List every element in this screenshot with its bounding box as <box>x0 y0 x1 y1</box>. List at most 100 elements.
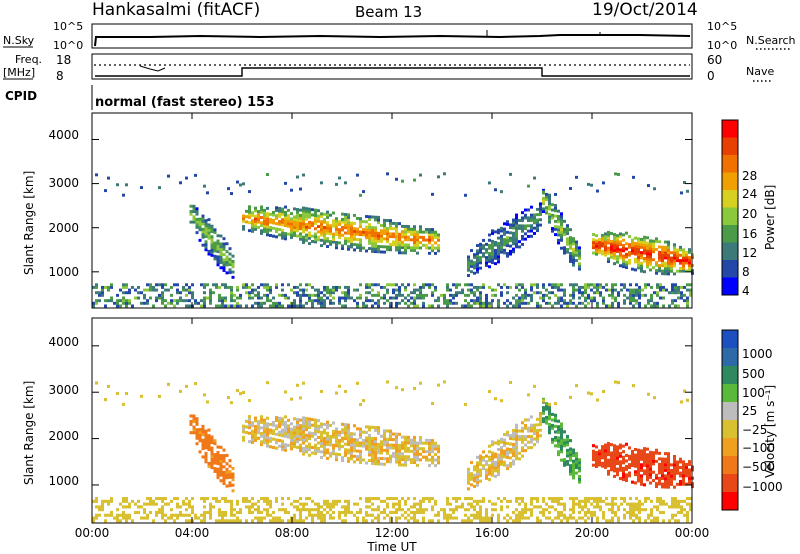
velocity-cell <box>631 455 634 459</box>
velocity-cell <box>667 474 670 478</box>
velocity-cell <box>365 444 368 448</box>
power-cell <box>362 230 365 234</box>
velocity-cell <box>446 519 449 523</box>
power-cell <box>680 293 683 297</box>
power-cell <box>195 220 199 224</box>
power-cell <box>323 212 326 216</box>
velocity-cell <box>215 497 218 501</box>
velocity-cell <box>293 417 296 421</box>
velocity-cell <box>455 508 458 512</box>
velocity-cell <box>296 429 299 433</box>
power-cell <box>473 285 476 289</box>
power-cell <box>203 301 206 305</box>
velocity-cell <box>152 499 155 503</box>
power-cell <box>248 215 251 219</box>
power-cell <box>512 221 515 225</box>
velocity-cell <box>374 456 377 460</box>
power-cell <box>578 254 581 258</box>
power-cell <box>207 236 211 240</box>
power-cell <box>527 229 530 233</box>
velocity-cell <box>611 508 614 512</box>
velocity-cell <box>389 435 392 439</box>
velocity-cell <box>209 505 212 509</box>
power-cell <box>219 247 223 251</box>
velocity-cell <box>245 499 248 503</box>
power-cell <box>658 250 661 254</box>
velocity-cell <box>203 513 206 517</box>
power-cell <box>494 288 497 292</box>
power-cell <box>222 266 226 270</box>
power-cell <box>515 245 518 249</box>
power-cell <box>500 250 503 254</box>
power-colorbar-ticks: 28 24 20 16 12 8 4 <box>742 169 757 298</box>
velocity-cell <box>679 471 682 475</box>
velocity-cell <box>437 513 440 517</box>
velocity-cell <box>401 388 404 392</box>
power-cell <box>287 224 290 228</box>
velocity-cell <box>479 510 482 515</box>
velocity-cell <box>629 516 632 520</box>
velocity-cell <box>284 508 287 512</box>
power-cell <box>344 239 347 243</box>
velocity-cell <box>359 449 362 453</box>
power-cell <box>643 241 646 245</box>
velocity-cell <box>347 440 350 444</box>
power-cell <box>572 258 575 262</box>
velocity-cell <box>219 462 223 466</box>
velocity-cell <box>347 499 350 503</box>
velocity-cell <box>616 448 619 452</box>
power-cell <box>222 247 226 251</box>
power-cell <box>317 301 320 305</box>
power-cell <box>646 257 649 261</box>
power-cell <box>380 245 383 249</box>
power-cell <box>201 243 205 247</box>
velocity-cell <box>344 510 347 515</box>
velocity-cell <box>637 459 640 463</box>
power-cell <box>491 247 494 251</box>
power-cell <box>413 291 416 295</box>
power-cell <box>257 285 260 289</box>
power-cell <box>485 304 488 308</box>
power-cell <box>299 213 302 217</box>
velocity-cell <box>569 516 572 520</box>
velocity-cell <box>356 457 359 461</box>
power-cell <box>539 202 542 206</box>
power-cell <box>488 304 491 308</box>
velocity-cell <box>263 441 266 445</box>
velocity-cell <box>610 459 613 463</box>
freq-tick-top: 18 <box>56 53 71 67</box>
power-cell <box>679 261 682 265</box>
power-cell <box>263 219 266 223</box>
power-cell <box>518 226 521 230</box>
power-cell <box>341 225 344 229</box>
power-cell <box>595 234 598 238</box>
power-cell <box>551 291 554 295</box>
velocity-cell <box>131 519 134 523</box>
velocity-cell <box>323 499 326 503</box>
power-cell <box>530 213 533 217</box>
velocity-cell <box>192 425 196 429</box>
power-cell <box>613 248 616 252</box>
power-cell <box>569 236 572 240</box>
velocity-colorbar-swatch <box>722 384 738 403</box>
velocity-cell <box>251 438 254 442</box>
power-cell <box>473 271 476 275</box>
vel-ytick-3000: 3000 <box>48 383 79 397</box>
power-cell <box>257 220 260 224</box>
velocity-cell <box>329 437 332 441</box>
power-cell <box>610 255 613 259</box>
power-cell <box>482 246 485 250</box>
power-cell <box>254 206 257 210</box>
velocity-cell <box>347 434 350 438</box>
power-cell <box>344 236 347 240</box>
velocity-cell <box>616 459 619 463</box>
power-cell <box>311 234 314 238</box>
power-cell <box>305 233 308 237</box>
power-cell <box>203 184 206 188</box>
power-cell <box>617 172 620 176</box>
velocity-cell <box>204 440 208 444</box>
power-cell <box>509 223 512 227</box>
velocity-cell <box>674 505 677 509</box>
power-cell <box>225 258 229 262</box>
power-cell <box>560 228 563 232</box>
